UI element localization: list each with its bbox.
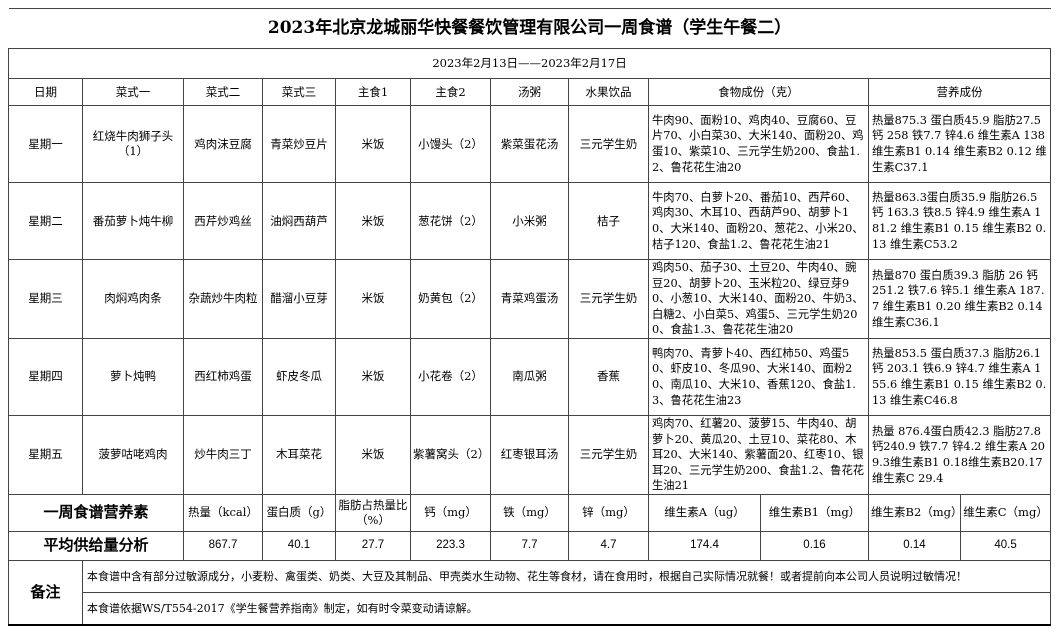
staple2-cell: 小花卷（2） (410, 337, 491, 416)
header-row: 日期 菜式一 菜式二 菜式三 主食1 主食2 汤粥 水果饮品 食物成份（克） 营… (8, 78, 1052, 106)
avg-value: 40.5 (959, 530, 1052, 561)
day-cell: 星期五 (8, 414, 83, 495)
day-cell: 星期三 (8, 259, 83, 339)
avg-value: 7.7 (490, 530, 569, 561)
soup-cell: 南瓜粥 (490, 337, 569, 416)
staple2-cell: 葱花饼（2） (410, 182, 491, 260)
header-dish2: 菜式二 (183, 78, 263, 106)
day-cell: 星期一 (8, 105, 83, 183)
dish1-cell: 番茄萝卜炖牛柳 (82, 182, 184, 260)
header-dish1: 菜式一 (82, 78, 184, 106)
ingredients-cell: 牛肉90、面粉10、鸡肉40、豆腐60、豆片70、小白菜30、大米140、面粉2… (648, 105, 869, 183)
nutrient-label: 热量（kcal） (183, 493, 263, 532)
day-row: 星期三 肉焖鸡肉条 杂蔬炒牛肉粒 醋溜小豆芽 米饭 奶黄包（2） 青菜鸡蛋汤 三元学生奶 鸡肉5… (8, 259, 1052, 339)
avg-value: 4.7 (568, 530, 649, 561)
fruit-cell: 三元学生奶 (568, 414, 649, 495)
nutrition-cell: 热量 876.4蛋白质42.3 脂肪27.8 钙240.9 铁7.7 锌4.2 … (867, 414, 1052, 495)
ingredients-cell: 鸡肉50、茄子30、土豆20、牛肉40、豌豆20、胡萝卜20、玉米粒20、绿豆芽… (648, 259, 869, 339)
day-row: 星期二 番茄萝卜炖牛柳 西芹炒鸡丝 油焖西葫芦 米饭 葱花饼（2） 小米粥 桔子 牛肉70、白萝… (8, 182, 1052, 260)
dish2-cell: 炒牛肉三丁 (183, 414, 263, 495)
staple2-cell: 奶黄包（2） (410, 259, 491, 339)
dish1-cell: 肉焖鸡肉条 (82, 259, 184, 339)
staple1-cell: 米饭 (335, 414, 411, 495)
nutrient-label: 维生素C（mg） (959, 493, 1052, 532)
menu-table: 2023年北京龙城丽华快餐餐饮管理有限公司一周食谱（学生午餐二） 2023年2月… (7, 8, 1052, 626)
ingredients-cell: 鸭肉70、青萝卜40、西红柿50、鸡蛋50、虾皮10、冬瓜90、大米140、面粉… (648, 337, 869, 416)
nutrient-label: 铁（mg） (490, 493, 569, 532)
day-row: 星期五 菠萝咕咾鸡肉 炒牛肉三丁 木耳菜花 米饭 紫薯窝头（2） 红枣银耳汤 三元学生奶 鸡肉7… (8, 414, 1052, 495)
header-soup: 汤粥 (490, 78, 569, 106)
soup-cell: 紫菜蛋花汤 (490, 105, 569, 183)
page-title: 2023年北京龙城丽华快餐餐饮管理有限公司一周食谱（学生午餐二） (8, 8, 1051, 49)
nutrition-cell: 热量853.5 蛋白质37.3 脂肪26.1 钙 203.1 铁6.9 锌4.7… (867, 337, 1052, 416)
fruit-cell: 香蕉 (568, 337, 649, 416)
dish3-cell: 醋溜小豆芽 (262, 259, 336, 339)
staple1-cell: 米饭 (335, 337, 411, 416)
day-row: 星期一 红烧牛肉狮子头（1） 鸡肉沫豆腐 青菜炒豆片 米饭 小馒头（2） 紫菜蛋花汤 三元学生… (8, 105, 1052, 183)
header-nutrition: 营养成份 (867, 78, 1052, 106)
dish1-cell: 菠萝咕咾鸡肉 (82, 414, 184, 495)
note-line: 本食谱中含有部分过敏源成分，小麦粉、禽蛋类、奶类、大豆及其制品、甲壳类水生动物、… (81, 559, 1052, 593)
dish3-cell: 虾皮冬瓜 (262, 337, 336, 416)
staple1-cell: 米饭 (335, 105, 411, 183)
avg-value: 0.14 (868, 530, 961, 561)
nutrient-label: 钙（mg） (410, 493, 491, 532)
nutrient-label: 脂肪占热量比（%） (335, 493, 411, 532)
day-cell: 星期四 (8, 337, 83, 416)
dish3-cell: 青菜炒豆片 (262, 105, 336, 183)
header-staple2: 主食2 (410, 78, 491, 106)
avg-value: 867.7 (183, 530, 263, 561)
day-row: 星期四 萝卜炖鸭 西红柿鸡蛋 虾皮冬瓜 米饭 小花卷（2） 南瓜粥 香蕉 鸭肉70、青萝卜40、… (8, 337, 1052, 416)
nutrient-label: 锌（mg） (568, 493, 649, 532)
dish2-cell: 西红柿鸡蛋 (183, 337, 263, 416)
avg-value: 174.4 (648, 530, 761, 561)
header-staple1: 主食1 (335, 78, 411, 106)
fruit-cell: 桔子 (568, 182, 649, 260)
nutrient-label: 维生素B2（mg） (868, 493, 963, 532)
dish2-cell: 杂蔬炒牛肉粒 (183, 259, 263, 339)
staple1-cell: 米饭 (335, 259, 411, 339)
summary-label: 一周食谱营养素 (8, 493, 184, 532)
soup-cell: 红枣银耳汤 (490, 414, 569, 495)
header-date: 日期 (8, 78, 83, 106)
soup-cell: 青菜鸡蛋汤 (490, 259, 569, 339)
avg-value: 0.16 (760, 530, 869, 561)
dish3-cell: 油焖西葫芦 (262, 182, 336, 260)
avg-value: 223.3 (410, 530, 491, 561)
staple2-cell: 紫薯窝头（2） (410, 414, 491, 495)
ingredients-cell: 鸡肉70、红薯20、菠萝15、牛肉40、胡萝卜20、黄瓜20、土豆10、菜花80… (648, 414, 869, 495)
avg-value: 27.7 (335, 530, 411, 561)
average-row: 平均供给量分析 867.7 40.1 27.7 223.3 7.7 4.7 17… (8, 530, 1052, 561)
nutrition-cell: 热量870 蛋白质39.3 脂肪 26 钙 251.2 铁7.6 锌5.1 维生… (867, 259, 1052, 339)
header-fruit: 水果饮品 (568, 78, 649, 106)
fruit-cell: 三元学生奶 (568, 259, 649, 339)
fruit-cell: 三元学生奶 (568, 105, 649, 183)
nutrient-label: 维生素A（ug） (648, 493, 761, 532)
soup-cell: 小米粥 (490, 182, 569, 260)
nutrient-header-row: 一周食谱营养素 热量（kcal） 蛋白质（g） 脂肪占热量比（%） 钙（mg） … (8, 493, 1052, 532)
header-dish3: 菜式三 (262, 78, 336, 106)
avg-value: 40.1 (262, 530, 336, 561)
staple1-cell: 米饭 (335, 182, 411, 260)
nutrient-label: 蛋白质（g） (262, 493, 336, 532)
dish2-cell: 西芹炒鸡丝 (183, 182, 263, 260)
notes-row: 备注 本食谱中含有部分过敏源成分，小麦粉、禽蛋类、奶类、大豆及其制品、甲壳类水生… (8, 559, 1052, 626)
avg-label: 平均供给量分析 (8, 530, 184, 561)
nutrition-cell: 热量875.3 蛋白质45.9 脂肪27.5 钙 258 铁7.7 锌4.6 维… (867, 105, 1052, 183)
date-range: 2023年2月13日——2023年2月17日 (7, 48, 1052, 79)
staple2-cell: 小馒头（2） (410, 105, 491, 183)
dish1-cell: 红烧牛肉狮子头（1） (82, 105, 184, 183)
ingredients-cell: 牛肉70、白萝卜20、番茄10、西芹60、鸡肉30、木耳10、西葫芦90、胡萝卜… (648, 182, 869, 260)
notes-label: 备注 (8, 559, 83, 626)
header-ingredients: 食物成份（克） (648, 78, 869, 106)
day-cell: 星期二 (8, 182, 83, 260)
dish2-cell: 鸡肉沫豆腐 (183, 105, 263, 183)
nutrition-cell: 热量863.3蛋白质35.9 脂肪26.5 钙 163.3 铁8.5 锌4.9 … (867, 182, 1052, 260)
dish3-cell: 木耳菜花 (262, 414, 336, 495)
nutrient-label: 维生素B1（mg） (760, 493, 869, 532)
dish1-cell: 萝卜炖鸭 (82, 337, 184, 416)
note-line: 本食谱依据WS/T554-2017《学生餐营养指南》制定，如有时令菜变动请谅解。 (81, 591, 1052, 626)
